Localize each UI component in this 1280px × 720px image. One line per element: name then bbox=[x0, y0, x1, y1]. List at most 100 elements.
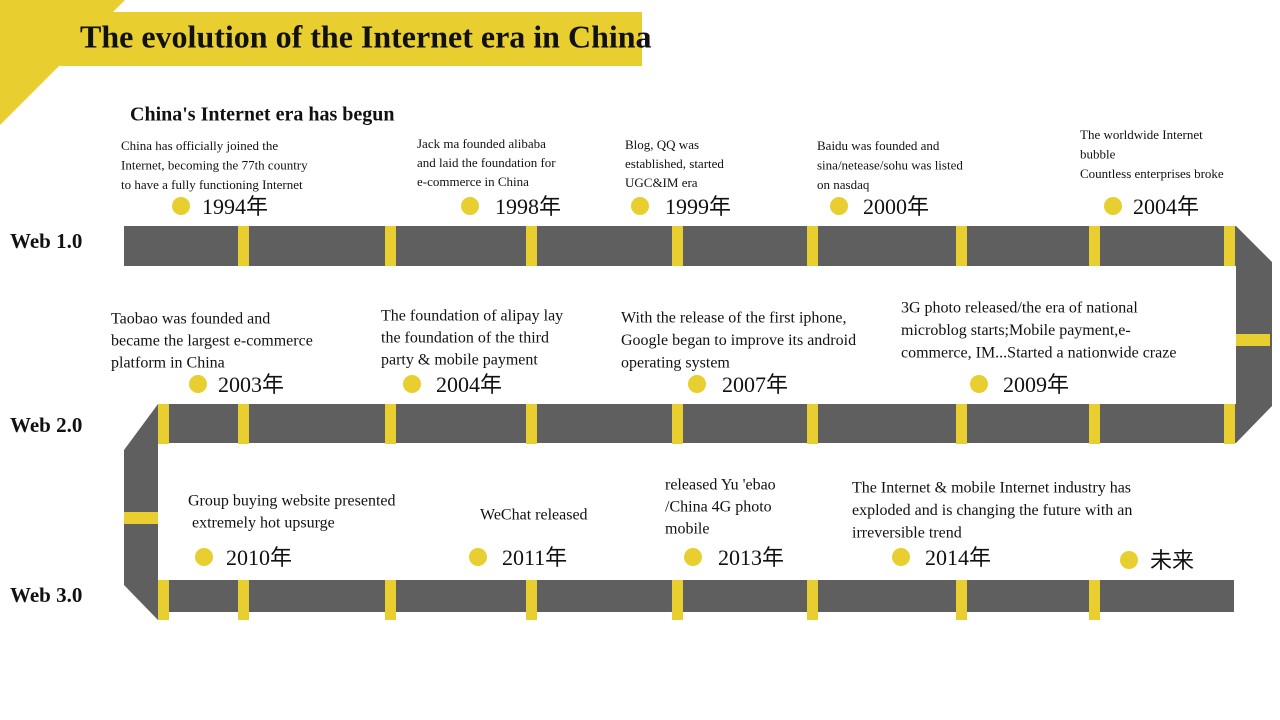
event-description: platform in China bbox=[111, 355, 225, 372]
event-description: Blog, QQ was bbox=[625, 137, 699, 152]
year: 2011年 bbox=[502, 545, 567, 570]
separator bbox=[385, 404, 396, 444]
event-description: and laid the foundation for bbox=[417, 155, 556, 170]
separator bbox=[807, 404, 818, 444]
milestone-dot bbox=[403, 375, 421, 393]
separator bbox=[385, 226, 396, 266]
separator bbox=[1224, 226, 1235, 266]
event-description: Taobao was founded and bbox=[111, 311, 270, 328]
event-description: party & mobile payment bbox=[381, 352, 538, 369]
event-description: sina/netease/sohu was listed bbox=[817, 157, 963, 172]
year: 2010年 bbox=[226, 545, 292, 570]
year: 1999年 bbox=[665, 194, 731, 219]
milestone-dot bbox=[684, 548, 702, 566]
event-description: to have a fully functioning Internet bbox=[121, 177, 303, 192]
milestone-dot bbox=[189, 375, 207, 393]
separator bbox=[672, 226, 683, 266]
event-description: bubble bbox=[1080, 146, 1116, 161]
separator bbox=[238, 580, 249, 620]
event-description: mobile bbox=[665, 521, 709, 538]
separator bbox=[956, 580, 967, 620]
separator bbox=[1224, 404, 1235, 444]
milestone-dot bbox=[970, 375, 988, 393]
separator bbox=[672, 580, 683, 620]
year: 未来 bbox=[1150, 548, 1194, 573]
row-label: Web 3.0 bbox=[10, 583, 82, 607]
event-description: released Yu 'ebao bbox=[665, 477, 776, 494]
milestone-dot bbox=[461, 197, 479, 215]
separator bbox=[1236, 334, 1270, 346]
event-description: microblog starts;Mobile payment,e- bbox=[901, 322, 1131, 339]
event-description: Baidu was founded and bbox=[817, 138, 940, 153]
year: 1994年 bbox=[202, 194, 268, 219]
separator bbox=[158, 404, 169, 444]
separator bbox=[807, 580, 818, 620]
separator bbox=[385, 580, 396, 620]
year: 2004年 bbox=[436, 372, 502, 397]
event-description: The foundation of alipay lay bbox=[381, 308, 563, 325]
milestone-dot bbox=[1120, 551, 1138, 569]
event-description: Countless enterprises broke bbox=[1080, 166, 1224, 181]
milestone-dot bbox=[172, 197, 190, 215]
separator bbox=[526, 226, 537, 266]
separator bbox=[1089, 226, 1100, 266]
milestone-dot bbox=[631, 197, 649, 215]
separator bbox=[956, 226, 967, 266]
event-description: operating system bbox=[621, 355, 730, 372]
event-description: Google began to improve its android bbox=[621, 332, 856, 349]
track-row-2 bbox=[158, 404, 1236, 443]
event-description: e-commerce in China bbox=[417, 174, 529, 189]
event-description: established, started bbox=[625, 156, 724, 171]
separator bbox=[238, 404, 249, 444]
year: 2003年 bbox=[218, 372, 284, 397]
separator bbox=[672, 404, 683, 444]
track-row-3 bbox=[158, 580, 1234, 612]
event-description: the foundation of the third bbox=[381, 330, 549, 347]
event-description: /China 4G photo bbox=[665, 499, 772, 516]
event-description: extremely hot upsurge bbox=[188, 515, 335, 532]
separators bbox=[124, 226, 1270, 620]
event-description: on nasdaq bbox=[817, 177, 870, 192]
event-description: commerce, IM...Started a nationwide craz… bbox=[901, 345, 1176, 362]
separator bbox=[807, 226, 818, 266]
year: 2000年 bbox=[863, 194, 929, 219]
event-description: Jack ma founded alibaba bbox=[417, 136, 546, 151]
separator bbox=[526, 404, 537, 444]
separator bbox=[238, 226, 249, 266]
separator bbox=[124, 512, 158, 524]
event-description: WeChat released bbox=[480, 507, 588, 524]
separator bbox=[1089, 404, 1100, 444]
milestone-dot bbox=[469, 548, 487, 566]
event-description: China has officially joined the bbox=[121, 138, 278, 153]
milestone-dot bbox=[688, 375, 706, 393]
title: The evolution of the Internet era in Chi… bbox=[80, 18, 652, 54]
year: 1998年 bbox=[495, 194, 561, 219]
event-description: The worldwide Internet bbox=[1080, 127, 1203, 142]
event-description: UGC&IM era bbox=[625, 175, 698, 190]
title-band bbox=[40, 12, 642, 66]
separator bbox=[1089, 580, 1100, 620]
event-description: Internet, becoming the 77th country bbox=[121, 157, 308, 172]
year: 2013年 bbox=[718, 545, 784, 570]
event-description: became the largest e-commerce bbox=[111, 333, 313, 350]
milestone-dot bbox=[1104, 197, 1122, 215]
year: 2014年 bbox=[925, 545, 991, 570]
separator bbox=[158, 580, 169, 620]
separator bbox=[526, 580, 537, 620]
subtitle: China's Internet era has begun bbox=[130, 104, 394, 126]
milestone-dot bbox=[892, 548, 910, 566]
milestone-dot bbox=[830, 197, 848, 215]
event-description: The Internet & mobile Internet industry … bbox=[852, 480, 1131, 497]
year: 2007年 bbox=[722, 372, 788, 397]
row-label: Web 1.0 bbox=[10, 229, 82, 253]
row-label: Web 2.0 bbox=[10, 413, 82, 437]
milestone-dot bbox=[195, 548, 213, 566]
separator bbox=[956, 404, 967, 444]
event-description: 3G photo released/the era of national bbox=[901, 300, 1138, 317]
event-description: Group buying website presented bbox=[188, 493, 396, 510]
event-description: exploded and is changing the future with… bbox=[852, 502, 1132, 519]
year: 2004年 bbox=[1133, 194, 1199, 219]
event-description: irreversible trend bbox=[852, 525, 962, 542]
event-description: With the release of the first iphone, bbox=[621, 310, 847, 327]
